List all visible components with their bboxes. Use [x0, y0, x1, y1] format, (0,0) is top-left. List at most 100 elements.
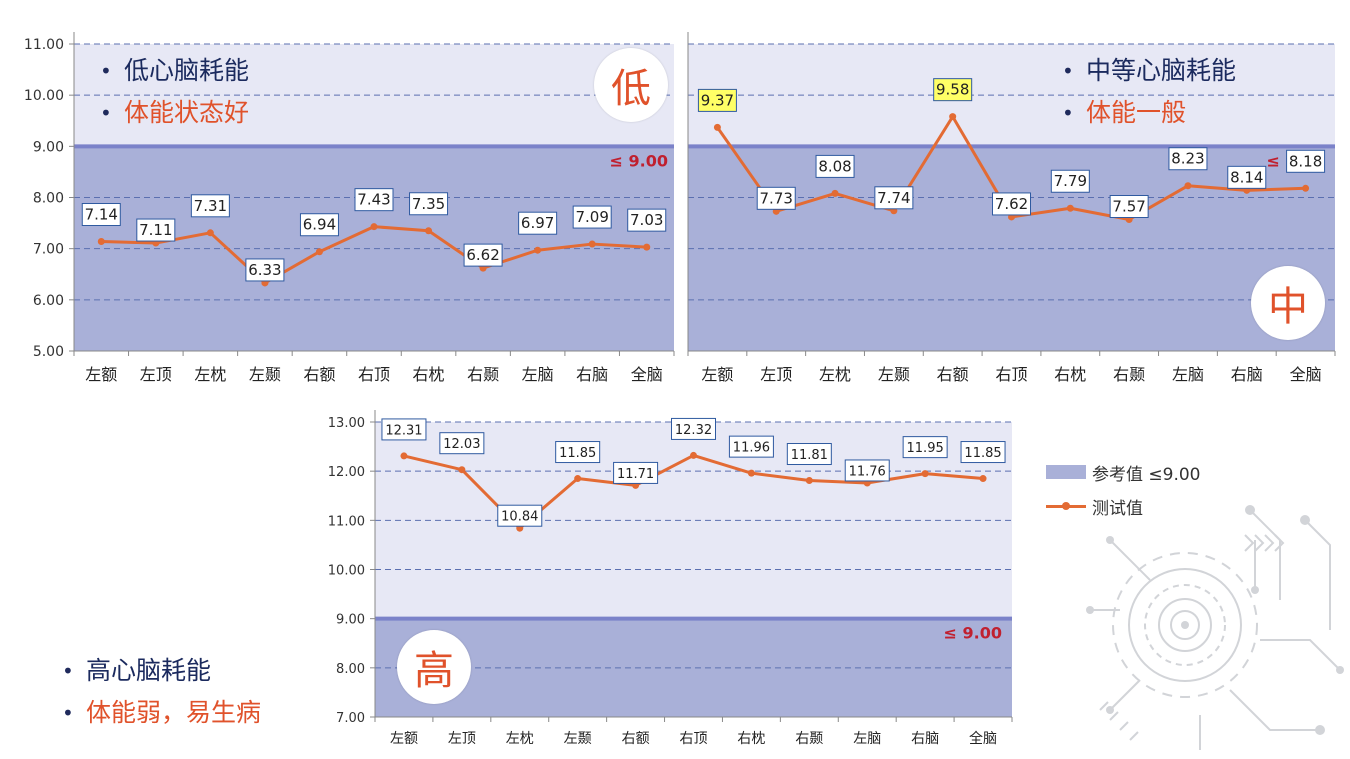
data-label-box: [354, 188, 394, 212]
data-label: 9.37: [701, 91, 734, 109]
data-label: 11.81: [791, 448, 828, 463]
legend-ref-label: 参考值 ≤9.00: [1092, 464, 1201, 485]
data-label-box: [756, 186, 796, 210]
chart-low: ≤ 9.00 5.00 6.00 7.00 8.00 9.00 10.00 11.00 左额 左顶…: [0, 12, 680, 390]
data-point: [1302, 184, 1310, 192]
x-tick-label: 左枕: [819, 365, 851, 384]
data-point: [97, 238, 105, 246]
data-label: 7.11: [139, 221, 172, 239]
legend-series-label: 测试值: [1092, 498, 1143, 519]
chart-low-svg: ≤ 9.00 5.00 6.00 7.00 8.00 9.00 10.00 11.00 左额 左顶…: [24, 32, 675, 384]
data-label-box: [136, 218, 176, 242]
bullet-dot: •: [62, 701, 74, 725]
data-label-box: [81, 203, 121, 227]
data-point: [690, 451, 697, 459]
x-tick-label: 右额: [622, 731, 650, 747]
x-tick-label: 右额: [303, 365, 335, 384]
data-point: [425, 227, 433, 235]
bullet-dot: •: [100, 59, 112, 83]
data-label-box: [1286, 149, 1326, 173]
data-point: [206, 229, 214, 237]
data-label-box: [518, 211, 558, 235]
data-label-box: [844, 459, 890, 482]
data-label: 12.03: [443, 437, 480, 452]
data-point: [315, 248, 323, 256]
data-label: 7.73: [760, 189, 793, 207]
x-tick-label: 左颞: [878, 365, 910, 384]
data-label: 7.79: [1054, 172, 1087, 190]
data-label: 10.84: [501, 510, 538, 525]
data-point: [534, 246, 542, 254]
data-point: [949, 113, 957, 121]
y-tick-label: 9.00: [336, 613, 365, 628]
x-tick-label: 右枕: [1054, 365, 1086, 384]
low-bullets: • 低心脑耗能 • 体能状态好: [100, 50, 249, 134]
data-point: [643, 243, 651, 251]
data-label: 7.43: [357, 191, 390, 209]
data-label-box: [728, 435, 774, 458]
data-label-box: [815, 154, 855, 178]
legend: 参考值 ≤9.00 测试值: [1046, 455, 1201, 523]
mid-bullets: • 中等心脑耗能 • 体能一般: [1062, 50, 1236, 134]
low-bullet-2: 体能状态好: [124, 98, 250, 127]
data-label: 7.35: [412, 195, 445, 213]
chart-mid: ≤ 9.00左额左顶左枕左颞右额右顶右枕右颞左脑右脑全脑9.377.738.08…: [680, 12, 1345, 390]
low-badge: 低: [594, 48, 668, 122]
x-tick-label: 左脑: [1172, 365, 1204, 384]
legend-ref-swatch: [1046, 465, 1086, 479]
x-tick-label: 左枕: [194, 365, 226, 384]
data-label-box: [671, 417, 716, 440]
data-label-box: [439, 432, 485, 455]
data-label: 6.94: [303, 216, 336, 234]
x-tick-label: 右脑: [1231, 365, 1263, 384]
circuit-decoration-icon: [1086, 505, 1344, 750]
x-tick-label: 右枕: [413, 365, 445, 384]
x-tick-label: 全脑: [1290, 365, 1322, 384]
mid-bullet-1: 中等心脑耗能: [1086, 56, 1237, 85]
data-label: 12.32: [675, 423, 712, 438]
x-tick-label: 左顶: [760, 365, 792, 384]
data-label-box: [992, 192, 1031, 216]
data-label-box: [1109, 195, 1149, 219]
data-label: 11.85: [964, 446, 1001, 461]
x-tick-label: 左颞: [564, 731, 592, 747]
data-point: [574, 475, 582, 483]
x-tick-label: 左顶: [140, 365, 172, 384]
high-bullets: • 高心脑耗能 • 体能弱，易生病: [62, 650, 261, 734]
data-label-box: [1168, 147, 1208, 171]
data-label-box: [1227, 165, 1267, 189]
reference-label: ≤ 9.00: [944, 624, 1002, 643]
y-tick-label: 11.00: [24, 37, 64, 53]
x-tick-label: 左额: [701, 365, 733, 384]
data-label-box: [245, 258, 285, 282]
y-tick-label: 13.00: [328, 416, 365, 431]
x-tick-label: 左额: [390, 731, 418, 747]
data-label-box: [381, 418, 427, 441]
data-label: 8.14: [1230, 168, 1263, 186]
y-tick-label: 8.00: [33, 191, 64, 207]
data-label: 11.85: [559, 446, 596, 461]
data-point: [747, 469, 755, 477]
bullet-dot: •: [100, 101, 112, 125]
data-label: 6.33: [248, 261, 281, 279]
data-label: 7.74: [877, 189, 910, 207]
y-tick-label: 7.00: [33, 242, 64, 258]
legend-series-swatch: [1046, 499, 1086, 513]
low-bullet-1: 低心脑耗能: [124, 56, 250, 85]
y-tick-label: 11.00: [328, 514, 365, 529]
x-tick-label: 左脑: [522, 365, 554, 384]
data-label-box: [299, 213, 339, 237]
chart-mid-svg: ≤ 9.00左额左顶左枕左颞右额右顶右枕右颞左脑右脑全脑9.377.738.08…: [687, 32, 1336, 384]
y-tick-label: 8.00: [336, 662, 365, 677]
data-point: [1184, 182, 1192, 190]
data-label-box: [463, 243, 503, 267]
y-tick-label: 7.00: [336, 711, 365, 726]
chart-high-svg: ≤ 9.00 7.00 8.00 9.00 10.00 11.00 12.00 13.00 左额…: [328, 410, 1013, 747]
x-tick-label: 右脑: [911, 731, 939, 747]
data-label: 11.96: [733, 441, 770, 456]
data-point: [400, 452, 408, 460]
x-tick-label: 左额: [85, 365, 117, 384]
legend-series: 测试值: [1046, 489, 1201, 523]
y-tick-label: 9.00: [33, 139, 64, 155]
y-tick-label: 5.00: [33, 344, 64, 360]
